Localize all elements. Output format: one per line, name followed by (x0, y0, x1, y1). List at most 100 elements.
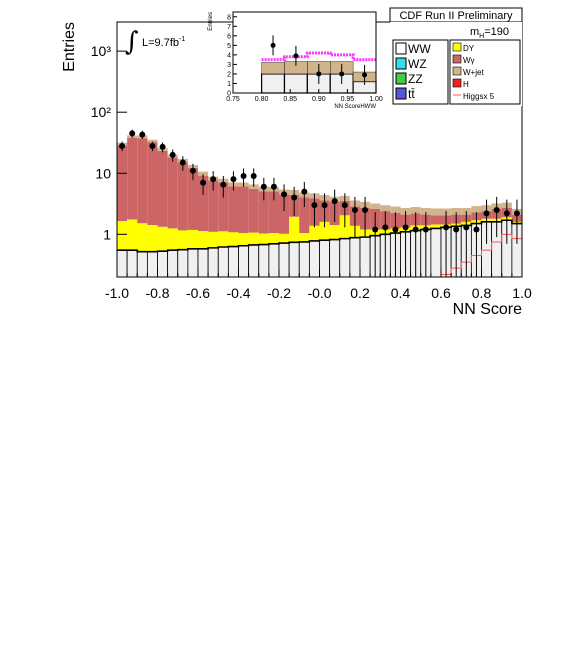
stack-bar (146, 251, 158, 278)
inset-y-label: Entries (208, 12, 214, 31)
mass-label: mH=190 (470, 26, 509, 40)
inset-y-tick-label: 5 (227, 43, 231, 50)
x-tick-label: -0.0 (307, 285, 331, 301)
stack-bar (228, 186, 239, 233)
stack-bar (177, 162, 188, 231)
data-point (351, 207, 358, 214)
inset-stack-bar (261, 73, 286, 94)
legend-label: WW (408, 42, 431, 56)
mass-rest: =190 (484, 26, 509, 38)
data-point (422, 226, 429, 233)
y-tick-label: 1 (103, 226, 111, 242)
stack-bar (187, 168, 198, 230)
inset-y-tick-label: 7 (227, 24, 231, 31)
stack-bar (147, 225, 158, 252)
stack-bar (308, 240, 320, 278)
data-point (159, 143, 166, 150)
data-point (260, 183, 267, 190)
stack-bar (248, 244, 260, 278)
stack-bar (136, 251, 148, 278)
data-point (392, 226, 399, 233)
legend-right (449, 39, 521, 105)
data-point (311, 202, 318, 209)
legend-swatch (452, 78, 462, 88)
stack-bar (329, 239, 341, 278)
inset-data-point (293, 53, 299, 59)
legend-label: Wγ (463, 56, 475, 65)
data-point (453, 226, 460, 233)
legend-label: W+jet (463, 68, 484, 77)
data-point (179, 159, 186, 166)
x-axis-label: NN Score (453, 301, 522, 318)
stack-bar (228, 232, 239, 247)
legend-swatch (395, 72, 407, 85)
stack-bar (198, 171, 209, 176)
stack-bar (299, 233, 310, 242)
data-point (291, 194, 298, 201)
inset-x-tick-label: 0.75 (226, 96, 240, 103)
data-point (341, 202, 348, 209)
legend-label: DY (463, 44, 475, 53)
data-point (301, 188, 308, 195)
data-point (513, 210, 520, 217)
mass-main: m (470, 26, 479, 38)
stack-bar (319, 239, 331, 278)
stack-bar (359, 236, 371, 278)
data-point (129, 130, 136, 137)
stack-bar (268, 233, 279, 244)
inset-x-tick-label: 0.90 (312, 96, 326, 103)
stack-bar (147, 142, 158, 226)
inset-frame (232, 11, 377, 94)
stack-bar (430, 215, 441, 225)
data-point (331, 198, 338, 205)
stack-bar (319, 221, 330, 241)
stack-bar (198, 231, 209, 249)
stack-bar (218, 182, 229, 232)
stack-bar (288, 241, 300, 278)
data-point (281, 191, 288, 198)
inset-stack-bar (283, 73, 308, 94)
stack-bar (238, 233, 249, 246)
data-point (443, 224, 450, 231)
legend-label: ZZ (408, 72, 423, 86)
x-tick-label: 0.2 (350, 285, 370, 301)
data-point (220, 181, 227, 188)
data-point (189, 167, 196, 174)
data-point (412, 226, 419, 233)
stack-bar (420, 207, 431, 215)
stack-bar (187, 229, 198, 249)
stack-bar (248, 188, 259, 233)
inset-x-tick-label: 1.00 (369, 96, 383, 103)
stack-bar (157, 150, 168, 227)
stack-bar (167, 249, 179, 278)
inset-data-point (270, 42, 276, 48)
stack-bar (167, 228, 178, 251)
stack-bar (430, 224, 441, 229)
stack-bar (177, 230, 188, 250)
stack-bar (167, 157, 178, 229)
stack-bar (117, 221, 128, 251)
y-tick-label: 10³ (91, 43, 112, 59)
stack-bar (147, 139, 158, 143)
x-tick-label: 0.4 (391, 285, 411, 301)
data-point (372, 226, 379, 233)
x-tick-label: 0.8 (472, 285, 492, 301)
legend-label: H (463, 80, 469, 89)
legend-swatch (395, 57, 407, 70)
stack-bar (289, 216, 300, 243)
stack-bar (258, 244, 270, 278)
stack-bar (208, 180, 219, 232)
stack-bar (198, 175, 209, 232)
stack-bar (217, 246, 229, 278)
inset-y-tick-label: 1 (227, 81, 231, 88)
lumi-text: L=9.7fb (142, 37, 179, 49)
stack-bar (268, 243, 280, 278)
data-point (119, 142, 126, 149)
inset-data-point (316, 71, 322, 77)
inset-y-tick-label: 0 (227, 91, 231, 98)
x-tick-label: -0.2 (267, 285, 291, 301)
inset-y-tick-label: 2 (227, 71, 231, 78)
stack-bar (471, 206, 482, 213)
stack-bar (430, 208, 441, 216)
